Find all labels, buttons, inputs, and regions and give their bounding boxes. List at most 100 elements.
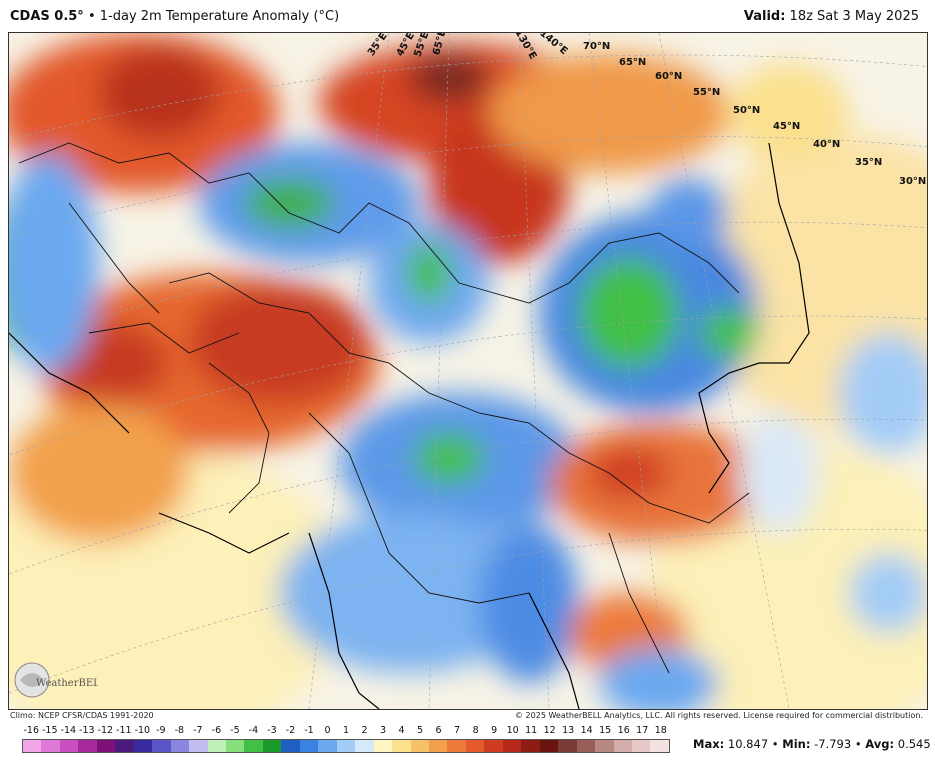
valid-value: 18z Sat 3 May 2025 (789, 9, 919, 24)
colorbar-swatch (207, 740, 226, 752)
lat-label-30n: 30°N (899, 176, 927, 187)
colorbar-tick-label: -14 (60, 725, 77, 736)
climo-note: Climo: NCEP CFSR/CDAS 1991-2020 (10, 711, 154, 720)
min-label: Min: (782, 737, 811, 751)
lat-label-45n: 45°N (773, 121, 801, 132)
colorbar-swatch (318, 740, 337, 752)
colorbar-tick-label: 18 (654, 725, 667, 736)
lat-label-65n: 65°N (619, 57, 647, 68)
lat-label-60n: 60°N (655, 71, 683, 82)
colorbar-swatch (539, 740, 559, 752)
avg-label: Avg: (865, 737, 895, 751)
lat-label-55n: 55°N (693, 87, 721, 98)
colorbar-tick-label: -7 (193, 725, 203, 736)
max-label: Max: (693, 737, 725, 751)
colorbar-swatch (170, 740, 190, 752)
valid-label: Valid: (743, 9, 786, 24)
colorbar-swatch (410, 740, 429, 752)
colorbar-tick-label: 16 (617, 725, 630, 736)
colorbar-swatch (78, 740, 97, 752)
colorbar-swatch (299, 740, 319, 752)
borders (18, 142, 750, 674)
field-stats: Max: 10.847 • Min: -7.793 • Avg: 0.545 (693, 737, 931, 751)
anomaly-field (9, 33, 927, 709)
colorbar-swatch (189, 740, 208, 752)
colorbar-swatch (613, 740, 632, 752)
colorbar-tick-label: 13 (562, 725, 575, 736)
colorbar-tick-label: -11 (116, 725, 132, 736)
field-name: 1-day 2m Temperature Anomaly (°C) (99, 9, 340, 24)
colorbar-tick-label: 9 (491, 725, 498, 736)
lat-label-70n: 70°N (583, 41, 611, 52)
colorbar-swatch (133, 740, 153, 752)
colorbar-tick-label: 10 (506, 725, 519, 736)
colorbar-swatch (355, 740, 374, 752)
colorbar-swatch (650, 740, 669, 752)
colorbar-ticks: -16 -15 -14 -13 -12 -11 -10 -9 -8 -7 -6 -5 -4 -3 -2 -1 0… (22, 725, 670, 737)
stats-sep-1: • (771, 737, 779, 751)
colorbar-tick-label: 11 (525, 725, 538, 736)
anomaly-map: 70°N 65°N 60°N 55°N 50°N 45°N 40°N 35°N … (8, 32, 928, 710)
colorbar-swatch (465, 740, 485, 752)
colorbar-tick-label: -16 (23, 725, 40, 736)
colorbar-swatches (22, 739, 670, 753)
colorbar-swatch (631, 740, 651, 752)
colorbar-tick-label: 5 (417, 725, 424, 736)
colorbar-tick-label: 8 (472, 725, 479, 736)
colorbar-tick-label: -8 (174, 725, 185, 736)
colorbar-swatch (225, 740, 245, 752)
colorbar-tick-label: -9 (156, 725, 166, 736)
colorbar-tick-label: -15 (42, 725, 58, 736)
colorbar-tick-label: -4 (248, 725, 259, 736)
colorbar-swatch (336, 740, 356, 752)
colorbar-swatch (59, 740, 79, 752)
coastlines (9, 142, 810, 709)
colorbar-swatch (262, 740, 282, 752)
colorbar-swatch (115, 740, 134, 752)
valid-time: Valid: 18z Sat 3 May 2025 (744, 9, 919, 24)
map-canvas (9, 33, 927, 709)
colorbar-swatch (447, 740, 466, 752)
colorbar-tick-label: 1 (342, 725, 350, 736)
colorbar-swatch (23, 740, 42, 752)
colorbar-swatch (244, 740, 263, 752)
colorbar-swatch (595, 740, 614, 752)
logo-text: WeatherBELL (36, 678, 98, 689)
colorbar-tick-label: 3 (379, 725, 387, 736)
colorbar-tick-label: 4 (398, 725, 405, 736)
colorbar-tick-label: -13 (79, 725, 95, 736)
copyright-note: © 2025 WeatherBELL Analytics, LLC. All r… (515, 711, 923, 720)
colorbar-swatch (502, 740, 522, 752)
graticule (9, 33, 927, 709)
stats-sep-2: • (854, 737, 862, 751)
colorbar-swatch (281, 740, 300, 752)
colorbar-tick-label: -2 (285, 725, 296, 736)
title-bullet: • (87, 9, 96, 24)
weatherbell-logo: WeatherBELL (14, 662, 98, 698)
colorbar-tick-label: 14 (580, 725, 593, 736)
map-title: CDAS 0.5° • 1-day 2m Temperature Anomaly… (10, 9, 339, 24)
colorbar-swatch (428, 740, 448, 752)
header-bar: CDAS 0.5° • 1-day 2m Temperature Anomaly… (0, 0, 935, 32)
colorbar: -16 -15 -14 -13 -12 -11 -10 -9 -8 -7 -6 -5 -4 -3 -2 -1 0… (22, 725, 670, 759)
colorbar-tick-label: -12 (97, 725, 114, 736)
colorbar-tick-label: 0 (324, 725, 331, 736)
lat-label-35n: 35°N (855, 157, 883, 168)
colorbar-swatch (152, 740, 171, 752)
colorbar-swatch (558, 740, 577, 752)
avg-value: 0.545 (897, 737, 931, 751)
product-name: CDAS 0.5° (10, 9, 84, 24)
lat-label-40n: 40°N (813, 139, 841, 150)
min-value: -7.793 (814, 737, 852, 751)
colorbar-swatch (484, 740, 503, 752)
colorbar-tick-label: -1 (304, 725, 314, 736)
lat-label-50n: 50°N (733, 105, 761, 116)
colorbar-tick-label: -5 (230, 725, 240, 736)
colorbar-tick-label: -10 (134, 725, 151, 736)
colorbar-tick-label: -6 (211, 725, 222, 736)
colorbar-tick-label: 7 (454, 725, 461, 736)
colorbar-tick-label: -3 (267, 725, 277, 736)
colorbar-swatch (576, 740, 596, 752)
colorbar-swatch (41, 740, 60, 752)
colorbar-swatch (521, 740, 540, 752)
